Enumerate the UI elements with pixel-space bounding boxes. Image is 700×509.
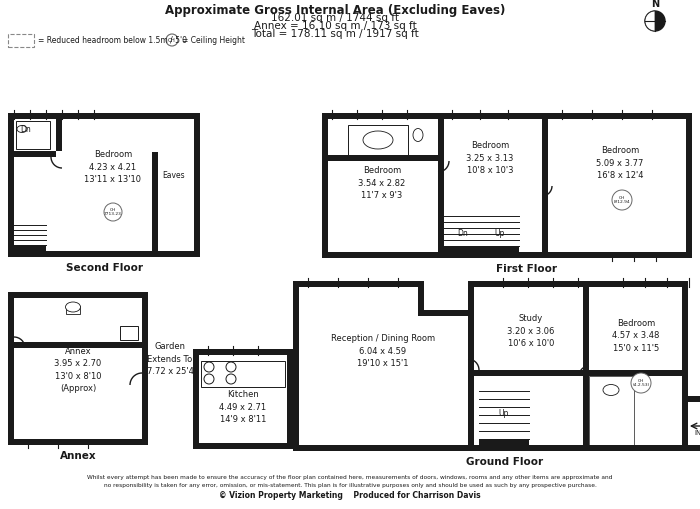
Text: Annex = 16.10 sq m / 173 sq ft: Annex = 16.10 sq m / 173 sq ft xyxy=(253,21,416,31)
Bar xyxy=(468,281,688,287)
Ellipse shape xyxy=(413,128,423,142)
Bar xyxy=(479,439,529,445)
Bar xyxy=(293,445,688,451)
Bar xyxy=(322,252,692,258)
Bar xyxy=(8,439,148,445)
Bar xyxy=(194,113,200,257)
Text: Annex: Annex xyxy=(60,451,97,461)
Text: 162.01 sq m / 1744 sq ft: 162.01 sq m / 1744 sq ft xyxy=(271,13,399,23)
Bar xyxy=(322,113,328,258)
Bar xyxy=(589,376,634,445)
Text: N: N xyxy=(651,0,659,9)
Bar xyxy=(193,443,293,449)
Bar xyxy=(14,151,56,157)
Text: Bedroom
3.54 x 2.82
11'7 x 9'3: Bedroom 3.54 x 2.82 11'7 x 9'3 xyxy=(358,166,405,200)
Circle shape xyxy=(204,362,214,372)
Bar xyxy=(8,34,34,47)
Bar xyxy=(322,113,692,119)
Bar xyxy=(438,113,444,258)
Text: Bedroom
4.57 x 3.48
15'0 x 11'5: Bedroom 4.57 x 3.48 15'0 x 11'5 xyxy=(612,319,659,353)
Bar xyxy=(542,113,548,258)
Bar xyxy=(193,349,293,355)
Bar xyxy=(293,281,418,287)
Ellipse shape xyxy=(17,126,27,132)
Bar xyxy=(66,306,80,314)
Bar xyxy=(152,152,158,251)
Text: CH
8/12.94: CH 8/12.94 xyxy=(614,195,630,204)
Bar xyxy=(201,361,285,387)
Circle shape xyxy=(612,190,632,210)
Bar xyxy=(583,281,589,451)
Bar xyxy=(8,113,200,119)
Circle shape xyxy=(645,11,665,31)
Text: Garden
Extends To
7.72 x 25'4: Garden Extends To 7.72 x 25'4 xyxy=(146,342,193,376)
Text: IN: IN xyxy=(694,430,700,436)
Text: = Ceiling Height: = Ceiling Height xyxy=(182,36,245,44)
Text: CH
7713.23: CH 7713.23 xyxy=(104,208,122,216)
Bar xyxy=(14,342,142,348)
Text: CH
(4.2.53): CH (4.2.53) xyxy=(632,379,650,387)
Text: Kitchen
4.49 x 2.71
14'9 x 8'11: Kitchen 4.49 x 2.71 14'9 x 8'11 xyxy=(219,390,267,424)
Text: Eaves: Eaves xyxy=(162,171,186,180)
Ellipse shape xyxy=(603,384,619,395)
Circle shape xyxy=(166,34,178,46)
Bar xyxy=(120,326,138,340)
Bar xyxy=(589,370,688,376)
Bar xyxy=(293,281,299,451)
Text: Bedroom
5.09 x 3.77
16'8 x 12'4: Bedroom 5.09 x 3.77 16'8 x 12'4 xyxy=(596,146,644,180)
Text: Bedroom
4.23 x 4.21
13'11 x 13'10: Bedroom 4.23 x 4.21 13'11 x 13'10 xyxy=(85,150,141,184)
Text: Up: Up xyxy=(499,409,509,417)
Text: Second Floor: Second Floor xyxy=(66,263,143,273)
Bar xyxy=(474,370,583,376)
Bar xyxy=(8,113,14,257)
Text: no responsibility is taken for any error, omission, or mis-statement. This plan : no responsibility is taken for any error… xyxy=(104,483,596,488)
Text: = Reduced headroom below 1.5m / 5'0: = Reduced headroom below 1.5m / 5'0 xyxy=(38,36,187,44)
Circle shape xyxy=(104,203,122,221)
Circle shape xyxy=(631,373,651,393)
Ellipse shape xyxy=(66,302,80,312)
Bar xyxy=(8,292,14,445)
Bar xyxy=(682,396,700,402)
Bar xyxy=(418,281,424,316)
Bar xyxy=(328,155,438,161)
Text: First Floor: First Floor xyxy=(496,264,557,274)
Circle shape xyxy=(204,374,214,384)
Bar xyxy=(8,292,148,298)
Text: Reception / Dining Room
6.04 x 4.59
19'10 x 15'1: Reception / Dining Room 6.04 x 4.59 19'1… xyxy=(331,334,435,368)
Text: Bedroom
3.25 x 3.13
10'8 x 10'3: Bedroom 3.25 x 3.13 10'8 x 10'3 xyxy=(466,141,514,175)
Bar xyxy=(444,246,519,252)
Text: © Vizion Property Marketing    Produced for Charrison Davis: © Vizion Property Marketing Produced for… xyxy=(219,492,481,500)
Text: Ground Floor: Ground Floor xyxy=(466,457,544,467)
Text: Up: Up xyxy=(495,229,505,238)
Text: Study
3.20 x 3.06
10'6 x 10'0: Study 3.20 x 3.06 10'6 x 10'0 xyxy=(508,314,554,348)
Wedge shape xyxy=(645,11,655,31)
Bar xyxy=(287,349,293,449)
Text: Total = 178.11 sq m / 1917 sq ft: Total = 178.11 sq m / 1917 sq ft xyxy=(251,29,419,39)
Bar xyxy=(16,121,50,149)
Circle shape xyxy=(226,374,236,384)
Bar xyxy=(418,310,468,316)
Bar xyxy=(142,292,148,445)
Text: Approximate Gross Internal Area (Excluding Eaves): Approximate Gross Internal Area (Excludi… xyxy=(164,4,505,17)
Bar xyxy=(468,281,474,316)
Text: Whilst every attempt has been made to ensure the accuracy of the floor plan cont: Whilst every attempt has been made to en… xyxy=(88,474,612,479)
Bar xyxy=(193,349,199,449)
Bar xyxy=(682,281,688,451)
Text: Dn: Dn xyxy=(20,125,32,133)
Bar xyxy=(56,113,62,151)
Text: CH: CH xyxy=(168,38,176,42)
Bar xyxy=(348,125,408,155)
Bar xyxy=(686,113,692,258)
Text: Dn: Dn xyxy=(458,229,468,238)
Bar xyxy=(468,316,474,451)
Bar xyxy=(14,245,46,251)
Wedge shape xyxy=(655,11,665,31)
Circle shape xyxy=(226,362,236,372)
Text: Annex
3.95 x 2.70
13'0 x 8'10
(Approx): Annex 3.95 x 2.70 13'0 x 8'10 (Approx) xyxy=(55,347,102,393)
Bar xyxy=(8,251,200,257)
Ellipse shape xyxy=(363,131,393,149)
Bar xyxy=(682,445,700,451)
